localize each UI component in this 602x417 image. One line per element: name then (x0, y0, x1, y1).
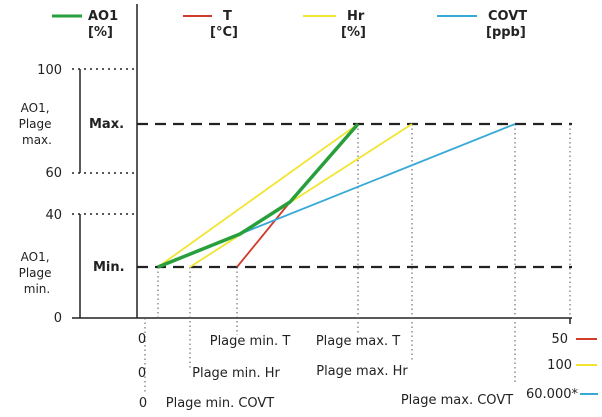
legend-item-ao1: AO1 [%] (52, 9, 118, 40)
x-zero-covt: 0 (139, 396, 147, 411)
legend: AO1 [%] T [°C] Hr [%] COVT [ppb] (52, 9, 527, 40)
x-zero-hr: 0 (138, 366, 146, 381)
x-zero-t: 0 (138, 332, 146, 347)
x-plage-min-hr: Plage min. Hr (192, 366, 280, 381)
ao1-plage-max-label: AO1, Plage max. (19, 101, 56, 147)
y-tick-0: 0 (54, 311, 62, 326)
legend-item-t: T [°C] (183, 9, 238, 40)
legend-unit-t: [°C] (210, 25, 238, 40)
x-row-hr: 0 Plage min. Hr Plage max. Hr 100 (138, 358, 597, 381)
legend-label-t: T (223, 9, 232, 24)
curve-covt (239, 123, 516, 235)
curve-hr-max (189, 123, 413, 268)
max-label: Max. (89, 117, 124, 132)
legend-label-covt: COVT (488, 9, 527, 24)
y-tick-100: 100 (37, 63, 62, 78)
min-label: Min. (93, 260, 125, 275)
legend-unit-hr: [%] (341, 25, 366, 40)
y-ticks: 100 60 40 0 (37, 63, 137, 326)
x-guides (144, 124, 571, 392)
legend-unit-ao1: [%] (88, 25, 113, 40)
curves (157, 122, 516, 269)
x-plage-max-hr: Plage max. Hr (316, 364, 408, 379)
x-plage-min-covt: Plage min. COVT (166, 396, 275, 411)
x-plage-max-t: Plage max. T (316, 334, 400, 349)
y-tick-60: 60 (45, 166, 62, 181)
legend-item-hr: Hr [%] (303, 9, 366, 40)
legend-unit-covt: [ppb] (486, 25, 526, 40)
legend-label-hr: Hr (347, 9, 365, 24)
ao1-plage-min-label: AO1, Plage min. (19, 250, 56, 296)
x-plage-max-covt: Plage max. COVT (401, 393, 513, 408)
legend-item-covt: COVT [ppb] (437, 9, 527, 40)
legend-label-ao1: AO1 (88, 9, 118, 24)
curve-t (236, 201, 291, 268)
x-end-covt: 60.000* (526, 387, 578, 402)
x-end-t: 50 (551, 332, 568, 347)
y-tick-40: 40 (45, 208, 62, 223)
x-end-hr: 100 (547, 358, 572, 373)
x-plage-min-t: Plage min. T (210, 334, 291, 349)
curve-ao1 (157, 122, 360, 269)
x-row-t: 0 Plage min. T Plage max. T 50 (138, 332, 597, 349)
curve-hr (157, 123, 359, 268)
x-row-covt: 0 Plage min. COVT Plage max. COVT 60.000… (139, 387, 598, 411)
